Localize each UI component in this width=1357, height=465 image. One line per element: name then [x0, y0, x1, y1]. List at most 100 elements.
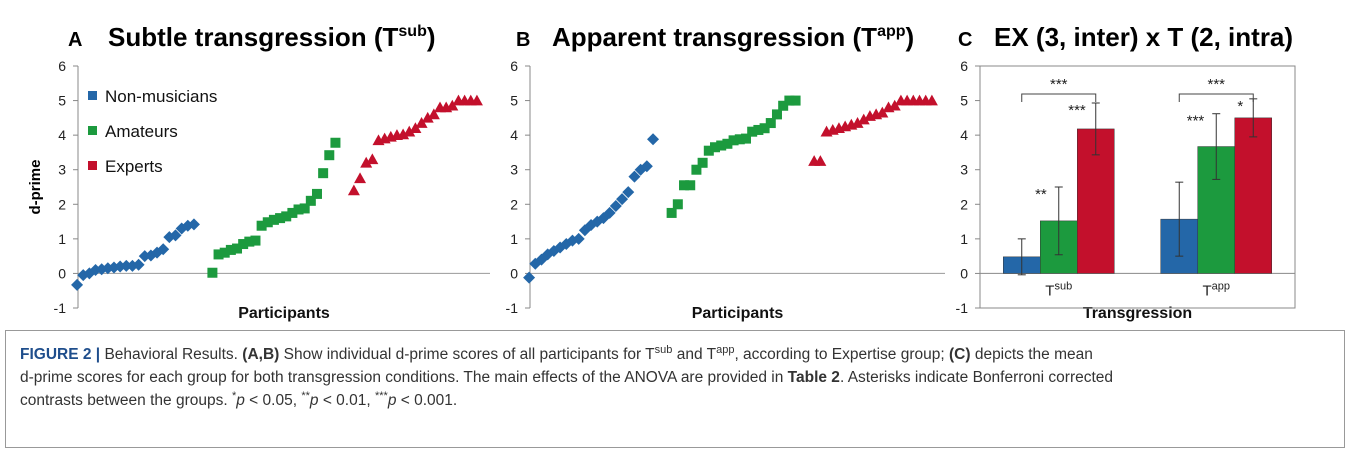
- point: [427, 108, 440, 120]
- significance: **: [1035, 186, 1047, 203]
- y-tick-label: 4: [960, 127, 968, 143]
- bracket: [1178, 93, 1254, 102]
- caption-part: , according to Expertise group;: [734, 346, 949, 363]
- point: [778, 100, 789, 111]
- title-sup: sub: [398, 23, 427, 40]
- y-tick-label: 0: [510, 265, 518, 281]
- caption-part: and T: [672, 346, 717, 363]
- point: [640, 160, 653, 173]
- point: [609, 200, 622, 213]
- panel-letter: C: [958, 29, 972, 51]
- caption-part: < 0.05,: [244, 392, 302, 409]
- panel-letter: A: [68, 29, 82, 51]
- caption-part: FIGURE 2 |: [20, 346, 101, 363]
- caption-part: depicts the mean: [970, 346, 1093, 363]
- y-tick-label: 4: [510, 127, 518, 143]
- x-tick-label: Tapp: [1202, 280, 1230, 299]
- plot-frame: [979, 65, 1296, 309]
- point: [622, 186, 635, 199]
- point: [572, 232, 585, 245]
- point: [470, 94, 483, 106]
- point: [132, 258, 145, 271]
- point: [728, 135, 739, 146]
- y-tick-label: 0: [58, 265, 66, 281]
- y-tick-label: 4: [58, 127, 66, 143]
- point: [790, 95, 801, 106]
- legend-marker: [88, 91, 97, 100]
- point: [403, 125, 416, 137]
- point: [305, 195, 316, 206]
- legend-marker: [88, 161, 97, 170]
- bar: [1234, 117, 1272, 274]
- point: [716, 140, 727, 151]
- point: [685, 180, 696, 191]
- caption-part: contrasts between the groups.: [20, 392, 232, 409]
- y-tick-label: 5: [58, 93, 66, 109]
- point: [347, 184, 360, 196]
- point: [759, 123, 770, 134]
- x-axis-label: Participants: [692, 305, 784, 322]
- significance: ***: [1068, 102, 1086, 119]
- caption-part: Table 2: [787, 369, 840, 386]
- point: [281, 211, 292, 222]
- caption-part: sub: [654, 343, 673, 356]
- point: [616, 193, 629, 206]
- point: [603, 206, 616, 219]
- point: [679, 180, 690, 191]
- point: [647, 133, 660, 146]
- point: [157, 243, 170, 256]
- y-tick-label: 6: [58, 58, 66, 74]
- point: [851, 117, 864, 128]
- significance: ***: [1187, 113, 1205, 130]
- panel-letter: B: [516, 29, 530, 51]
- point: [330, 137, 341, 148]
- caption-part: p: [309, 392, 319, 409]
- caption-part: p: [387, 392, 397, 409]
- y-tick-label: 1: [58, 231, 66, 247]
- y-tick-label: 6: [960, 58, 968, 74]
- point: [360, 156, 373, 168]
- point: [421, 111, 434, 123]
- caption-part: (A,B): [242, 346, 280, 363]
- category-sup: app: [1212, 280, 1230, 292]
- point: [784, 95, 795, 106]
- point: [311, 188, 322, 199]
- point: [275, 213, 286, 224]
- y-tick-label: 6: [510, 58, 518, 74]
- point: [324, 150, 335, 161]
- y-tick-label: 2: [510, 196, 518, 212]
- point: [244, 236, 255, 247]
- category-text: T: [1045, 282, 1054, 299]
- point: [771, 109, 782, 120]
- chart-title: Subtle transgression (Tsub): [108, 22, 436, 52]
- point: [697, 157, 708, 168]
- caption-part: . Asterisks indicate Bonferroni correcte…: [839, 369, 1114, 386]
- point: [287, 207, 298, 218]
- caption-part: **: [301, 389, 310, 402]
- point: [765, 118, 776, 129]
- point: [187, 218, 200, 231]
- point: [876, 106, 889, 118]
- x-axis-label: Participants: [238, 305, 330, 322]
- point: [415, 117, 428, 128]
- point: [523, 271, 536, 284]
- point: [262, 217, 273, 228]
- point: [169, 229, 182, 242]
- point: [71, 278, 84, 291]
- y-tick-label: 5: [960, 93, 968, 109]
- point: [628, 170, 641, 183]
- point: [397, 128, 410, 140]
- caption-part: ***: [374, 389, 388, 402]
- caption-part: < 0.001.: [396, 392, 458, 409]
- caption-part: *: [231, 389, 237, 402]
- bracket-label: ***: [1050, 76, 1068, 93]
- point: [232, 243, 243, 254]
- chart-title: EX (3, inter) x T (2, intra): [994, 22, 1293, 52]
- legend-label: Experts: [105, 157, 163, 176]
- point: [925, 94, 938, 106]
- y-tick-label: 3: [960, 162, 968, 178]
- point: [318, 168, 329, 179]
- significance: *: [1237, 98, 1243, 115]
- point: [219, 247, 230, 258]
